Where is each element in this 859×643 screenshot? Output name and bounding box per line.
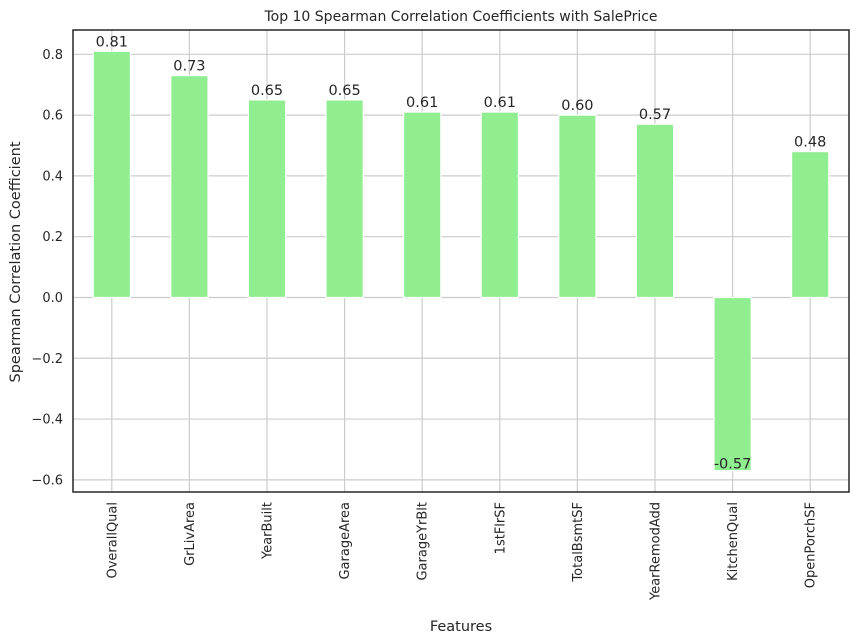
y-tick-label: −0.4: [31, 413, 63, 428]
bar-GrLivArea: [170, 74, 209, 299]
x-tick-label-YearBuilt: YearBuilt: [261, 502, 276, 560]
y-axis-label: Spearman Correlation Coefficient: [8, 141, 24, 382]
y-tick-label: 0.0: [42, 291, 63, 306]
bar-OverallQual: [92, 50, 132, 299]
bar-GarageArea: [325, 99, 364, 299]
y-tick-label: 0.8: [42, 48, 63, 63]
x-tick-label-GrLivArea: GrLivArea: [183, 502, 198, 566]
y-tick-label: −0.6: [31, 473, 63, 488]
data-label-GrLivArea: 0.73: [173, 59, 205, 75]
bar-KitchenQual: [713, 296, 752, 472]
y-tick-label: 0.4: [42, 169, 63, 184]
data-label-GarageYrBlt: 0.61: [406, 95, 438, 111]
data-label-OpenPorchSF: 0.48: [794, 135, 826, 151]
x-tick-label-KitchenQual: KitchenQual: [726, 502, 741, 581]
label-layer: 0.81 0.73 0.65 0.65 0.61 0.61 0.60 0.57 -0.57 0.4…: [96, 34, 827, 472]
x-tick-label-GarageYrBlt: GarageYrBlt: [416, 502, 431, 581]
bar-layer: [92, 50, 830, 472]
chart-title: Top 10 Spearman Correlation Coefficients…: [263, 9, 657, 25]
x-tick-label-GarageArea: GarageArea: [338, 502, 353, 580]
x-tick-label-YearRemodAdd: YearRemodAdd: [649, 502, 664, 601]
data-label-YearBuilt: 0.65: [251, 83, 283, 99]
y-tick-labels: −0.6 −0.4 −0.2 0.0 0.2 0.4 0.6 0.8: [31, 48, 63, 489]
plot-frame: [72, 29, 850, 493]
y-tick-label: 0.2: [42, 230, 63, 245]
bar-YearBuilt: [247, 99, 287, 299]
bar-GarageYrBlt: [402, 111, 442, 299]
data-label-OverallQual: 0.81: [96, 34, 128, 50]
x-tick-label-OpenPorchSF: OpenPorchSF: [804, 502, 819, 588]
x-tick-label-1stFlrSF: 1stFlrSF: [493, 502, 508, 554]
x-axis-label: Features: [430, 619, 492, 635]
x-tick-labels: OverallQual GrLivArea YearBuilt GarageArea G…: [105, 502, 818, 601]
data-label-YearRemodAdd: 0.57: [639, 107, 671, 123]
bar-1stFlrSF: [480, 111, 520, 299]
data-label-1stFlrSF: 0.61: [484, 95, 516, 111]
bar-YearRemodAdd: [635, 123, 675, 299]
y-tick-label: 0.6: [42, 109, 63, 124]
x-tick-label-OverallQual: OverallQual: [105, 502, 120, 579]
data-label-GarageArea: 0.65: [328, 83, 360, 99]
x-tick-label-TotalBsmtSF: TotalBsmtSF: [571, 502, 586, 583]
bar-OpenPorchSF: [790, 150, 830, 299]
bar-TotalBsmtSF: [558, 114, 597, 299]
y-tick-label: −0.2: [31, 352, 63, 367]
data-label-TotalBsmtSF: 0.60: [561, 98, 593, 114]
data-label-KitchenQual: -0.57: [714, 457, 752, 473]
